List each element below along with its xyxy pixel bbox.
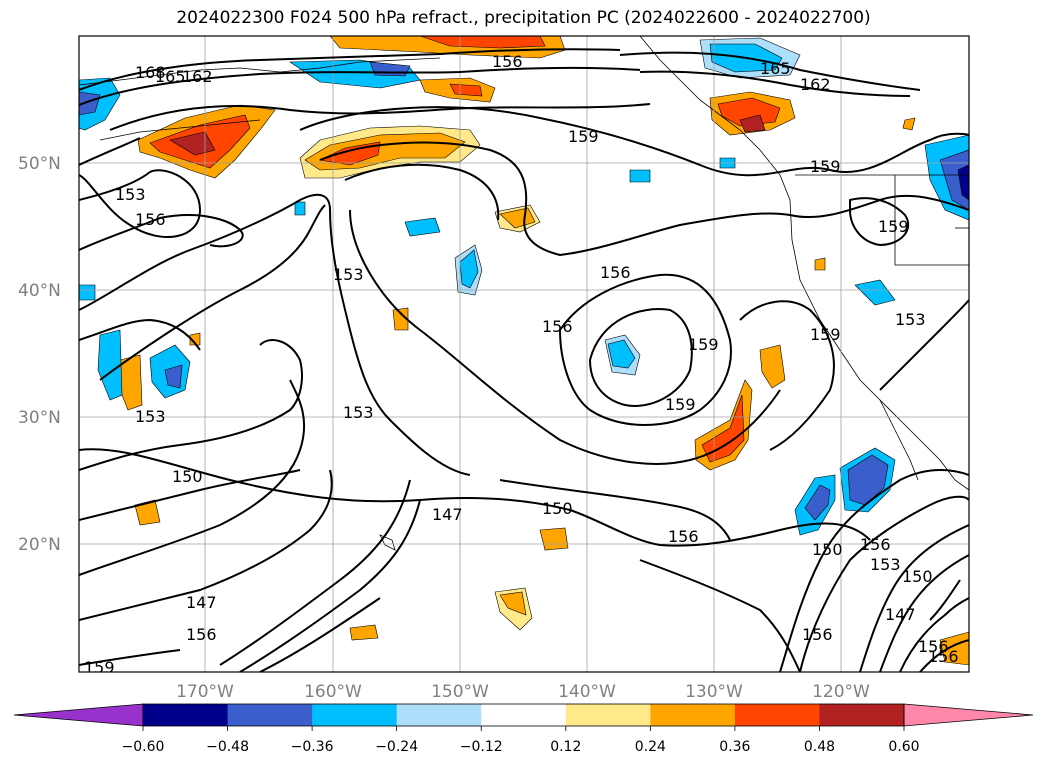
- colorbar-segment: [312, 704, 398, 726]
- colorbar-segment: [734, 704, 820, 726]
- colorbar-segment: [227, 704, 313, 726]
- contour-label: 153: [343, 403, 374, 422]
- contour-label: 153: [895, 310, 926, 329]
- colorbar-tick-label: −0.12: [460, 739, 503, 755]
- colorbar-ticks: −0.60 −0.48 −0.36 −0.24 −0.12 0.12 0.24 0.36 0.4…: [122, 726, 920, 755]
- contour-label: 156: [600, 263, 631, 282]
- colorbar-tick-label: −0.48: [206, 739, 249, 755]
- contour-label: 147: [186, 593, 217, 612]
- contour-label: 159: [688, 335, 719, 354]
- colorbar-border: [142, 703, 905, 727]
- contour-label: 156: [542, 317, 573, 336]
- contour-label: 156: [860, 535, 891, 554]
- colorbar-segment: [565, 704, 651, 726]
- contour-label: 162: [182, 67, 213, 86]
- lon-label: 130°W: [685, 682, 743, 702]
- lon-label: 120°W: [812, 682, 870, 702]
- colorbar-extend-high: [903, 703, 1034, 727]
- longitude-labels: 170°W 160°W 150°W 140°W 130°W 120°W: [176, 682, 870, 702]
- lon-label: 160°W: [304, 682, 362, 702]
- contour-label: 162: [800, 75, 831, 94]
- colorbar-tick-label: 0.60: [888, 739, 919, 755]
- lat-label: 50°N: [18, 154, 61, 174]
- contour-label: 156: [928, 647, 959, 666]
- lon-label: 140°W: [558, 682, 616, 702]
- contour-label: 159: [84, 658, 115, 677]
- contour-label: 159: [665, 395, 696, 414]
- lat-label: 40°N: [18, 281, 61, 301]
- contour-label: 156: [918, 637, 949, 656]
- contour-label: 159: [568, 127, 599, 146]
- lat-label: 20°N: [18, 535, 61, 555]
- colorbar-tick-label: −0.60: [122, 739, 165, 755]
- colorbar: [13, 703, 1034, 727]
- colorbar-segment: [143, 704, 229, 726]
- contour-label: 168: [135, 63, 166, 82]
- map-frame: [78, 35, 970, 673]
- contour-label: 150: [902, 567, 933, 586]
- colorbar-segment: [481, 704, 567, 726]
- contour-label: 147: [885, 605, 916, 624]
- contour-label: 159: [810, 325, 841, 344]
- colorbar-segment: [650, 704, 736, 726]
- colorbar-tick-label: −0.36: [291, 739, 334, 755]
- latitude-labels: 50°N 40°N 30°N 20°N: [18, 154, 61, 555]
- contour-label: 153: [870, 555, 901, 574]
- contour-label: 165: [155, 67, 186, 86]
- refractivity-contours: [79, 48, 969, 672]
- contour-label: 153: [115, 185, 146, 204]
- contour-label: 147: [432, 505, 463, 524]
- colorbar-tick-label: −0.24: [375, 739, 418, 755]
- colorbar-extend-low: [13, 703, 144, 727]
- coastlines: [79, 36, 969, 551]
- contour-label: 156: [668, 527, 699, 546]
- contour-label: 156: [135, 210, 166, 229]
- contour-label: 153: [333, 265, 364, 284]
- colorbar-tick-label: 0.48: [804, 739, 835, 755]
- contour-label: 150: [812, 540, 843, 559]
- colorbar-segment: [396, 704, 482, 726]
- lon-label: 150°W: [431, 682, 489, 702]
- colorbar-tick-label: 0.24: [635, 739, 666, 755]
- contour-label: 150: [172, 467, 203, 486]
- contour-label: 165: [760, 59, 791, 78]
- map-title: 2024022300 F024 500 hPa refract., precip…: [176, 8, 871, 28]
- contour-label: 153: [135, 407, 166, 426]
- contour-label: 159: [810, 157, 841, 176]
- contour-labels: 168 165 162 156 159 165 162 153 156 159 …: [84, 52, 959, 677]
- contour-label: 150: [542, 499, 573, 518]
- colorbar-tick-label: 0.36: [719, 739, 750, 755]
- colorbar-tick-label: 0.12: [550, 739, 581, 755]
- contour-label: 159: [878, 217, 909, 236]
- lon-label: 170°W: [176, 682, 234, 702]
- contour-label: 156: [492, 52, 523, 71]
- contour-label: 156: [802, 625, 833, 644]
- lat-label: 30°N: [18, 408, 61, 428]
- contour-label: 156: [186, 625, 217, 644]
- colorbar-segment: [819, 704, 905, 726]
- graticule: [79, 36, 969, 672]
